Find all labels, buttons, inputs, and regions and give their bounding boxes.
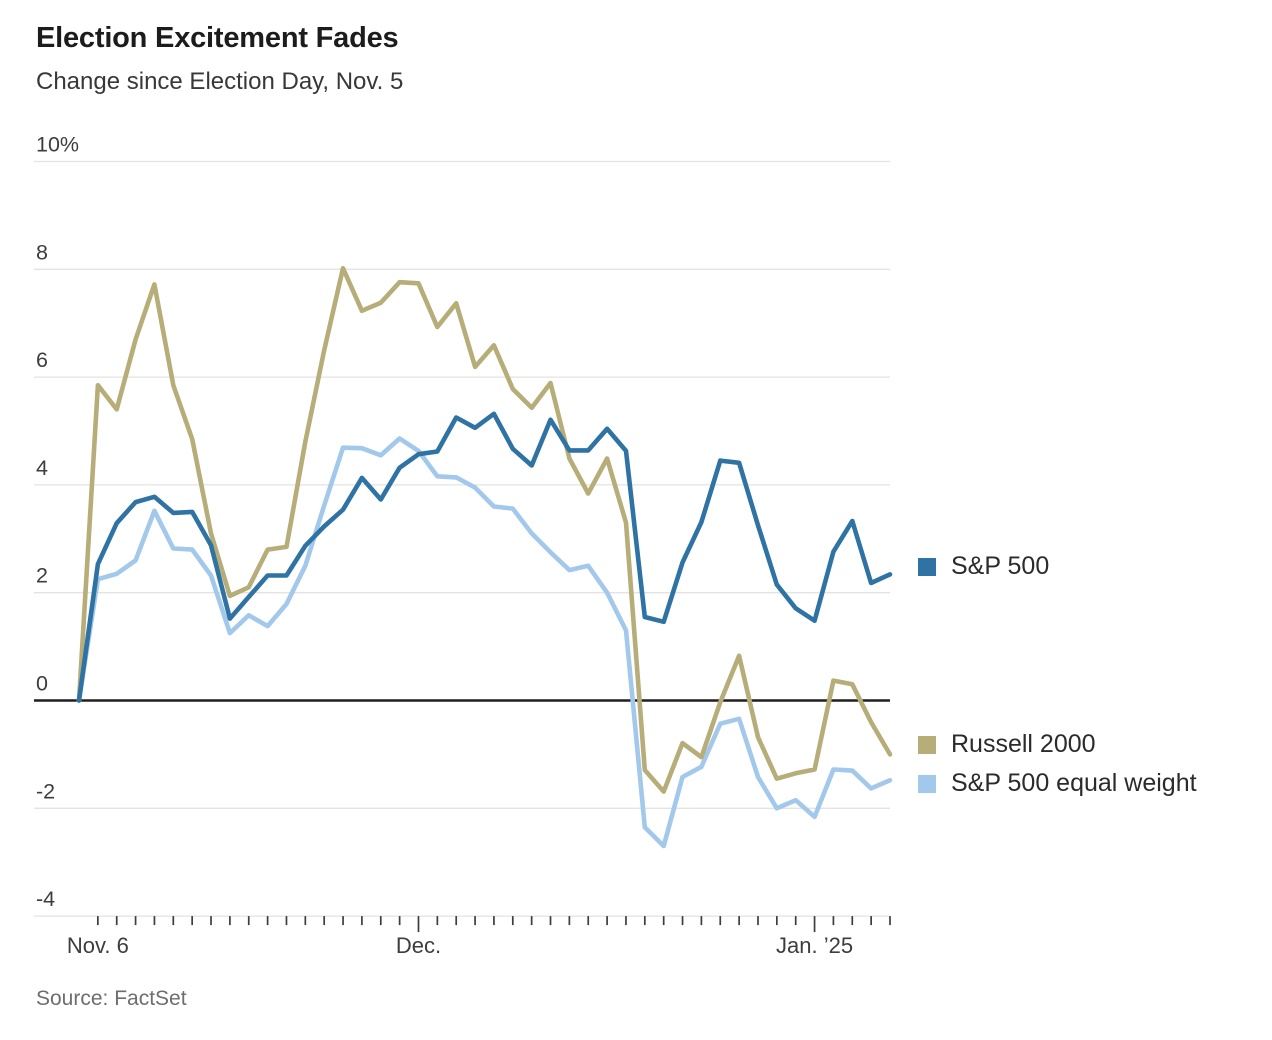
legend-label: S&P 500 — [951, 552, 1050, 580]
legend-label: Russell 2000 — [951, 730, 1096, 758]
russell-2000-line — [76, 265, 893, 794]
legend-item-sp500: S&P 500 — [918, 552, 1049, 581]
source-note: Source: FactSet — [36, 987, 187, 1010]
x-axis-ticks — [97, 916, 891, 933]
x-axis-label: Jan. ’25 — [776, 933, 853, 958]
legend-item-sp500-equal-weight: S&P 500 equal weight — [918, 769, 1197, 798]
y-tick-label: 2 — [36, 564, 48, 588]
x-axis-label: Dec. — [396, 933, 441, 958]
y-tick-label: 10% — [36, 133, 79, 157]
sp500-equal-weight-legend-swatch-icon — [918, 774, 936, 793]
chart-subtitle: Change since Election Day, Nov. 5 — [36, 68, 404, 95]
y-tick-label: 0 — [36, 672, 48, 696]
y-tick-label: 4 — [36, 456, 48, 480]
y-tick-label: 8 — [36, 240, 48, 264]
y-axis-labels: 10% 8 6 4 2 0 -2 -4 — [36, 133, 79, 912]
x-axis-labels: Nov. 6 Dec. Jan. ’25 — [67, 933, 853, 958]
y-tick-label: -2 — [36, 779, 55, 803]
russell-2000-legend-swatch-icon — [918, 735, 936, 754]
sp500-equal-weight-line — [76, 436, 893, 849]
y-tick-label: 6 — [36, 348, 48, 372]
series-lines — [76, 265, 893, 849]
chart-title: Election Excitement Fades — [36, 22, 399, 54]
y-tick-label: -4 — [36, 887, 55, 911]
sp500-legend-swatch-icon — [918, 557, 936, 576]
x-axis-label: Nov. 6 — [67, 933, 129, 958]
sp500-line — [76, 411, 893, 703]
legend-label: S&P 500 equal weight — [951, 769, 1197, 797]
legend-item-russell-2000: Russell 2000 — [918, 730, 1096, 759]
